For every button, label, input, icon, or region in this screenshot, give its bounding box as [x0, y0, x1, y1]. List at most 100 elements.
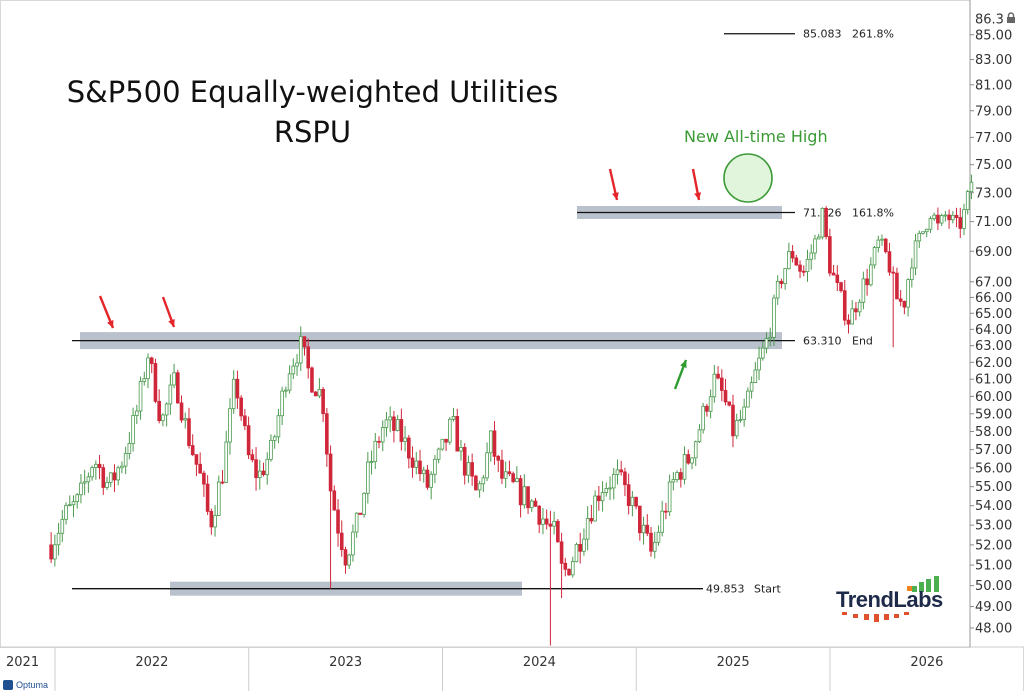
resistance-arrow-head — [107, 320, 114, 328]
candle-body — [97, 463, 102, 469]
candle — [597, 485, 601, 511]
all-time-high-circle — [723, 153, 773, 203]
candle — [746, 387, 750, 408]
candle-body — [399, 419, 404, 442]
candle-body — [809, 252, 814, 260]
candle — [742, 398, 746, 427]
candle-body — [619, 469, 623, 473]
candle-body — [898, 298, 903, 302]
y-tick-label: 63.00 — [975, 339, 1012, 354]
candle — [917, 230, 922, 248]
candle-body — [958, 217, 963, 229]
candle — [906, 278, 910, 317]
candle — [481, 474, 486, 492]
candle-body — [675, 472, 679, 481]
candle-body — [768, 337, 773, 340]
candle-body — [794, 257, 799, 266]
candle-body — [384, 419, 389, 428]
candle — [358, 512, 363, 515]
candle-body — [216, 481, 221, 516]
y-tick-label: 59.00 — [975, 407, 1012, 422]
candle — [216, 475, 221, 516]
candle — [362, 492, 366, 518]
candle-body — [243, 415, 247, 427]
candle-body — [608, 487, 612, 490]
candle-body — [645, 524, 650, 534]
candle — [231, 370, 236, 414]
candle — [280, 386, 284, 426]
candle — [462, 443, 467, 485]
candle — [850, 300, 855, 325]
candle — [731, 394, 735, 448]
y-tick-label: 58.00 — [975, 425, 1012, 440]
candle — [101, 464, 106, 495]
candle-body — [570, 561, 575, 576]
candle-body — [112, 472, 117, 481]
candle-body — [157, 400, 161, 422]
candle-body — [436, 448, 441, 460]
candle-body — [652, 541, 657, 552]
candle-body — [462, 446, 467, 476]
candle-body — [671, 479, 676, 483]
candle-body — [261, 470, 266, 476]
candle-body — [895, 272, 899, 300]
candle — [783, 268, 787, 290]
candle — [787, 242, 791, 270]
candle — [910, 258, 914, 288]
candle — [246, 416, 251, 460]
candle-body — [611, 474, 616, 489]
candle — [898, 289, 903, 307]
candle — [798, 260, 802, 279]
candle — [224, 430, 229, 483]
y-tick-label: 49.00 — [975, 600, 1012, 615]
candle — [198, 452, 202, 474]
candle — [679, 468, 683, 488]
candle-body — [213, 515, 217, 528]
candle-body — [269, 439, 273, 460]
candle-body — [209, 510, 214, 528]
candle — [533, 498, 538, 507]
y-tick-label: 75.00 — [975, 158, 1012, 173]
candle-body — [474, 475, 478, 491]
candle — [820, 207, 825, 240]
logo-bar-red — [894, 614, 899, 618]
candle — [492, 421, 497, 465]
candle — [205, 475, 210, 515]
candle — [325, 408, 329, 467]
y-tick-label: 60.00 — [975, 390, 1012, 405]
candle — [287, 365, 292, 394]
y-top-label: 86.3 — [975, 13, 1004, 28]
candle-body — [418, 460, 422, 475]
candle-body — [887, 251, 892, 273]
candle-body — [556, 520, 560, 543]
candle — [947, 209, 951, 229]
candle — [600, 481, 605, 512]
candle-body — [455, 416, 460, 452]
candle-body — [734, 420, 739, 437]
y-tick-label: 48.00 — [975, 622, 1012, 637]
candle-body — [164, 403, 169, 416]
candle-body — [883, 238, 888, 253]
candle-body — [906, 279, 910, 308]
candle-body — [783, 268, 787, 284]
candle-body — [328, 453, 333, 492]
candle-body — [705, 405, 709, 412]
candle-body — [220, 481, 225, 484]
candle — [448, 417, 452, 445]
x-tick-label: 2023 — [329, 655, 362, 670]
candle — [734, 413, 739, 439]
candle — [764, 332, 769, 354]
candle-body — [541, 518, 545, 525]
resistance-arrow-head — [168, 319, 175, 327]
candle — [749, 376, 754, 399]
candle — [932, 212, 936, 222]
candle — [939, 213, 944, 226]
candle-body — [291, 365, 296, 375]
candle — [392, 410, 396, 443]
candle — [954, 207, 959, 228]
candle — [306, 338, 311, 379]
candle — [429, 471, 433, 500]
candle-body — [924, 228, 929, 233]
candle — [913, 233, 918, 276]
candle — [194, 454, 199, 477]
